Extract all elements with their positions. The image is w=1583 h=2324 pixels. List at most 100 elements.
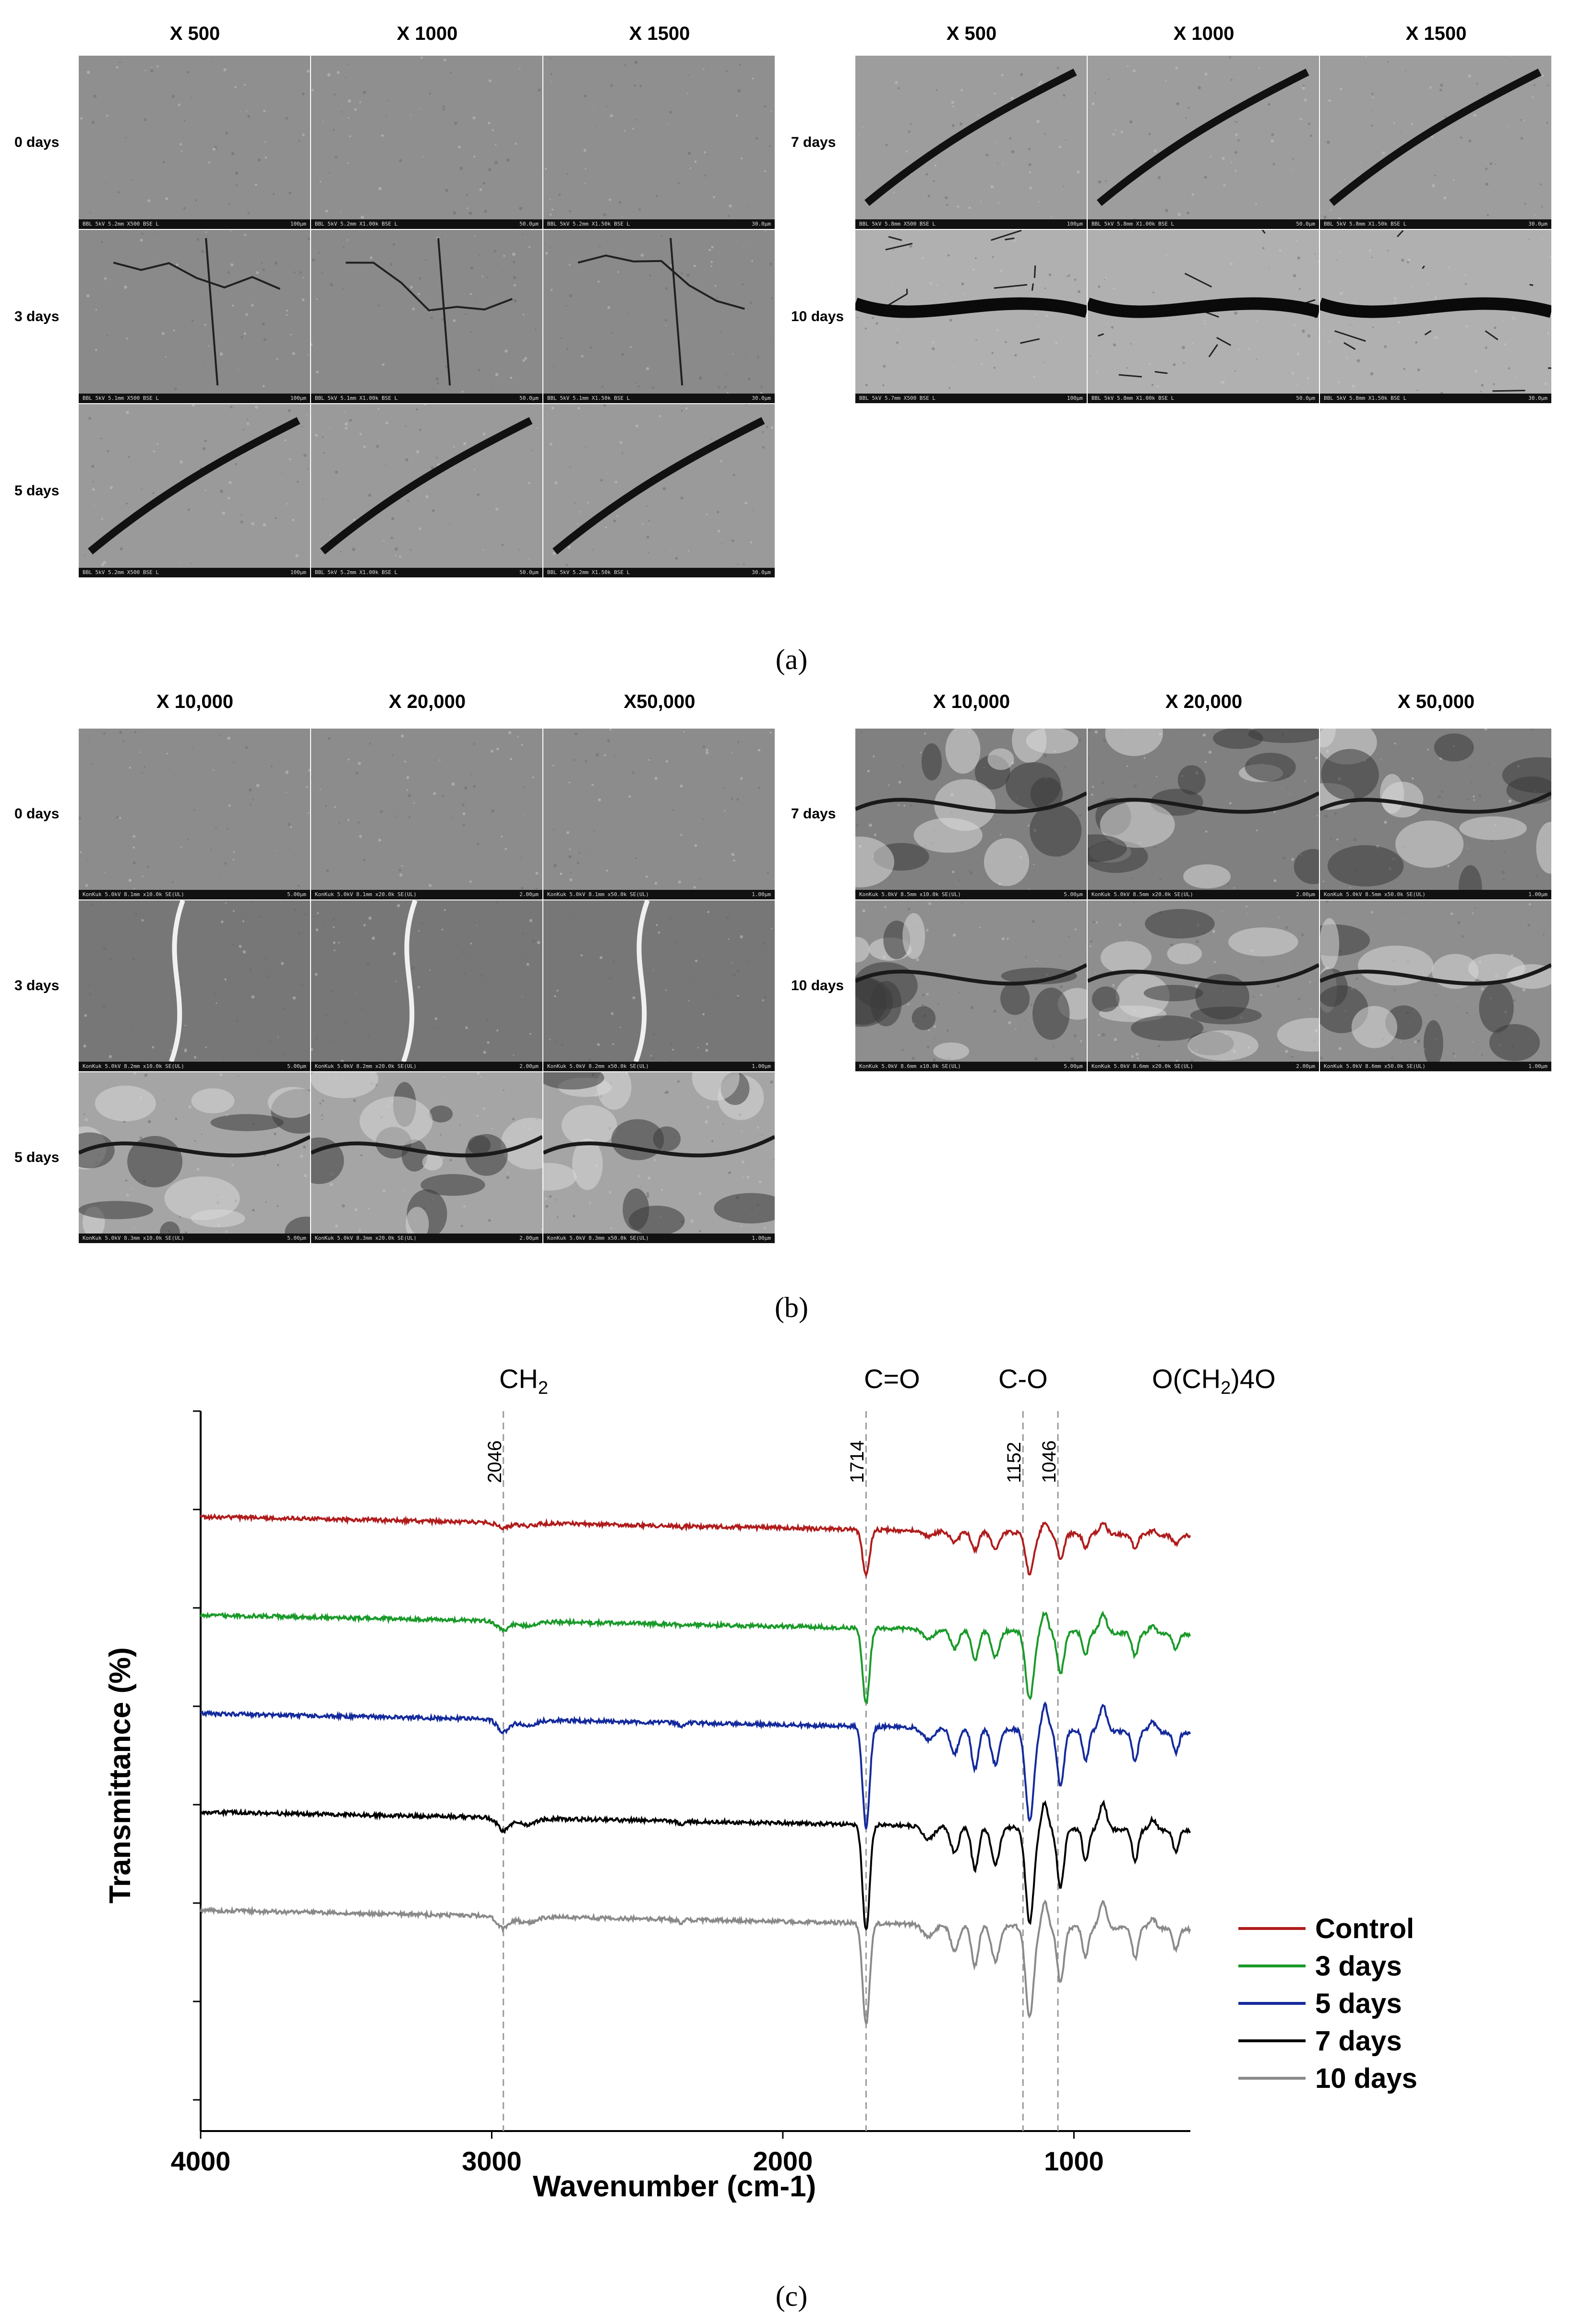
surface-speck [1339,252,1341,253]
surface-speck [942,739,944,741]
surface-speck [771,927,773,929]
surface-speck [1296,352,1300,356]
surface-speck [524,814,526,815]
surface-speck [773,1159,775,1161]
surface-speck [1481,987,1484,991]
surface-speck [294,908,297,911]
sem-info-bar: KonKuk 5.0kV 8.5mm x20.0k SE(UL) 2.00µm [1088,890,1319,899]
surface-speck [465,1026,468,1030]
surface-speck [1346,269,1348,271]
surface-speck [246,110,248,112]
surface-speck [545,168,547,170]
legend-swatch [1238,2039,1306,2042]
x-tick-label: 1000 [1044,2146,1104,2176]
micro-crack [994,284,1028,289]
surface-speck [1534,214,1536,216]
surface-speck [1284,1050,1288,1053]
surface-speck [732,973,736,976]
surface-speck [284,439,287,442]
surface-speck [1514,376,1516,378]
surface-speck [239,945,242,948]
surface-speck [737,89,741,93]
surface-speck [532,776,534,779]
surface-speck [329,427,330,429]
surface-speck [503,1089,504,1091]
surface-speck [213,769,215,771]
surface-speck [443,59,446,61]
surface-speck [1156,776,1158,778]
surface-speck [1435,994,1437,996]
surface-speck [170,1049,172,1051]
sem-image-tile: KonKuk 5.0kV 8.1mm x20.0k SE(UL) 2.00µm [311,729,542,899]
crack-line [855,297,1087,318]
surface-speck [620,1027,622,1028]
surface-speck [948,387,951,389]
surface-speck [344,1021,347,1024]
surface-speck [1508,799,1512,803]
surface-speck [1479,1054,1481,1055]
surface-speck [1059,955,1061,957]
surface-speck [316,298,318,300]
surface-speck [368,493,372,497]
surface-speck [204,323,206,326]
surface-speck [86,71,90,74]
surface-speck [573,759,576,761]
surface-speck [1382,151,1385,155]
surface-speck [728,938,730,940]
surface-speck [126,337,128,340]
crack-line [1320,963,1551,986]
surface-speck [158,957,160,959]
surface-speck [409,549,412,551]
surface-speck [1132,69,1136,72]
surface-speck [669,1060,672,1062]
micro-crack [1118,374,1142,378]
surface-speck [654,777,658,780]
surface-speck [680,784,683,788]
surface-speck [659,415,661,418]
surface-speck [624,130,626,132]
surface-speck [1247,912,1248,914]
scale-bar-text: 1.00µm [1528,1063,1547,1069]
rough-feature [921,743,942,781]
rough-feature [855,836,895,887]
surface-speck [116,816,119,819]
surface-speck [660,235,663,238]
surface-speck [1001,73,1004,76]
micro-crack [1033,265,1036,278]
surface-speck [568,781,570,784]
surface-speck [482,432,486,436]
surface-speck [442,795,444,797]
surface-speck [355,993,356,994]
legend-swatch [1238,2077,1306,2080]
surface-speck [312,258,315,262]
surface-speck [1393,122,1395,124]
surface-speck [473,785,476,788]
surface-speck [341,1060,344,1062]
surface-speck [234,86,237,88]
surface-speck [1466,1011,1468,1014]
surface-speck [1291,371,1295,375]
surface-speck [569,264,571,266]
surface-speck [1134,218,1136,219]
surface-speck [449,1159,452,1162]
surface-speck [706,1042,708,1045]
magnification-label: X 10,000 [156,691,234,712]
surface-speck [1478,794,1482,797]
surface-speck [319,1102,322,1105]
surface-speck [176,263,179,266]
surface-speck [429,92,432,95]
surface-speck [867,769,870,773]
surface-speck [308,769,310,772]
surface-speck [1434,296,1438,299]
surface-speck [1404,913,1406,914]
rough-feature [1468,954,1525,983]
surface-speck [1546,121,1548,124]
surface-speck [928,1029,930,1031]
surface-speck [718,386,720,389]
surface-speck [320,180,322,182]
surface-speck [119,731,122,734]
surface-speck [224,862,227,865]
surface-speck [103,732,106,735]
surface-speck [565,564,568,566]
surface-speck [537,427,539,429]
